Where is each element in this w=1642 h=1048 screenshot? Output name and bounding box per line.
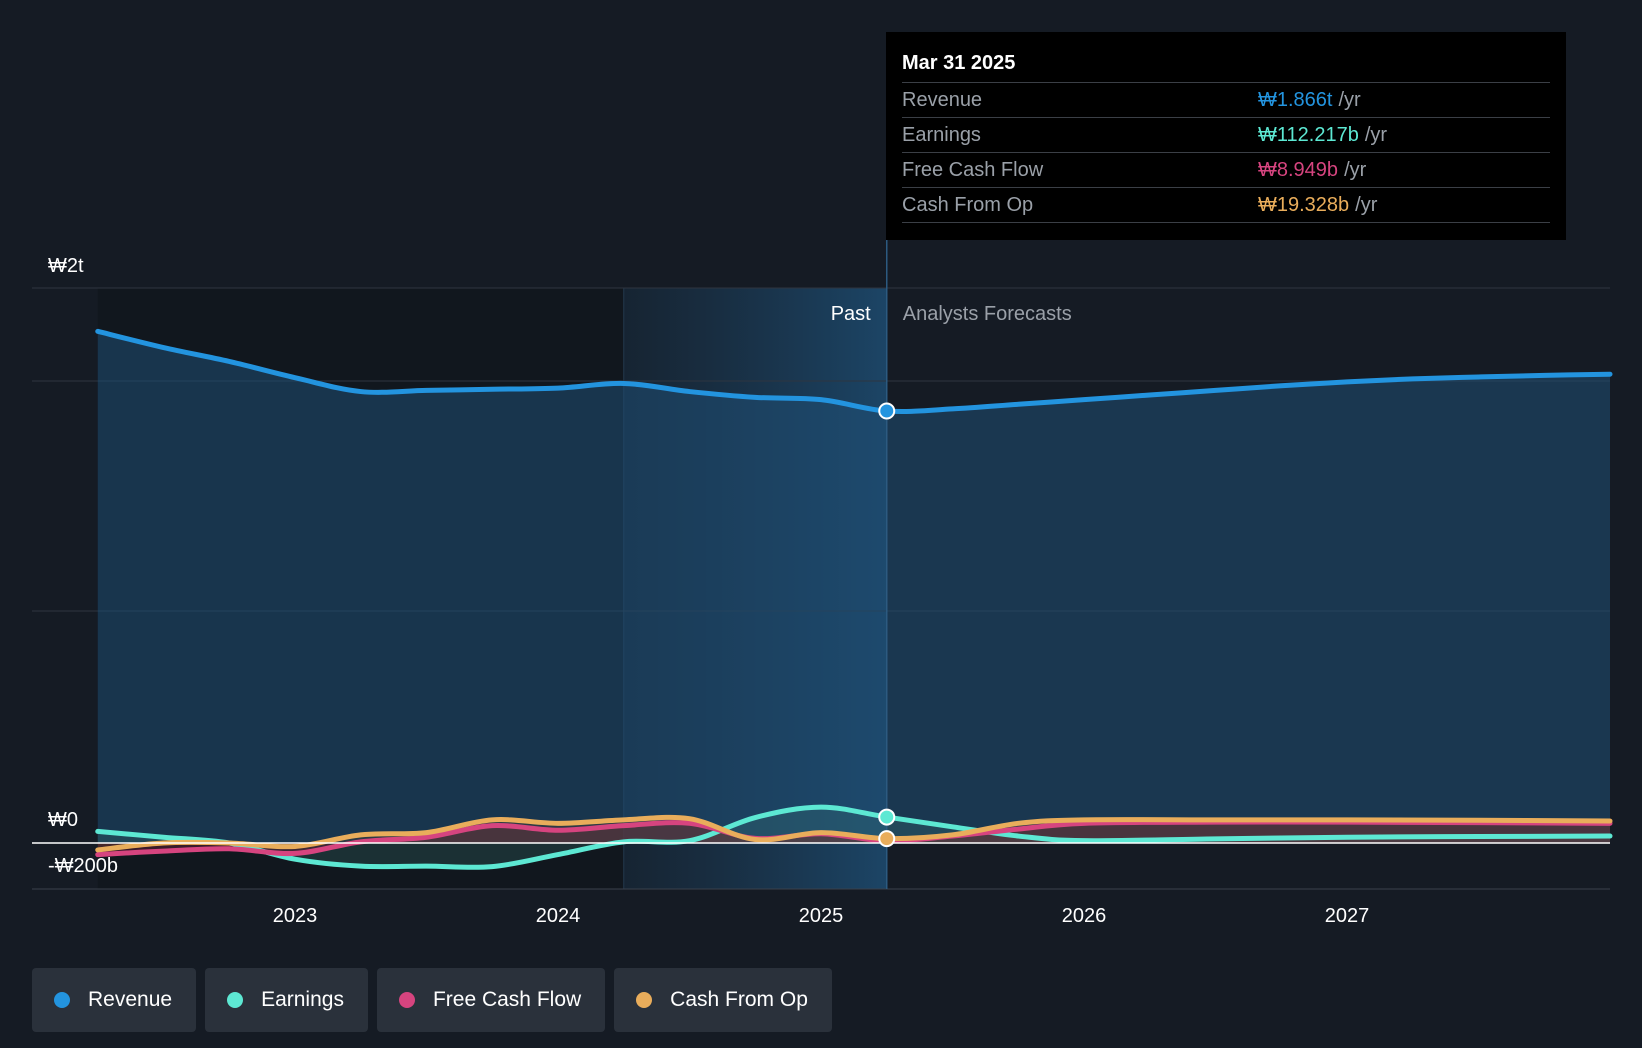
x-tick-label: 2024 xyxy=(536,905,581,927)
forecast-label: Analysts Forecasts xyxy=(903,303,1072,325)
tooltip-row-value: ₩112.217b xyxy=(1258,124,1359,146)
tooltip-row-earnings: Earnings ₩112.217b/yr xyxy=(902,118,1550,153)
point-cash-from-op[interactable] xyxy=(878,830,896,848)
tooltip: Mar 31 2025 Revenue ₩1.866t/yr Earnings ₩11… xyxy=(886,32,1566,240)
x-tick-label: 2027 xyxy=(1325,905,1370,927)
tooltip-row-label: Free Cash Flow xyxy=(902,159,1044,181)
tooltip-row-unit: /yr xyxy=(1344,159,1367,181)
y-tick-label: -₩200b xyxy=(48,855,118,877)
past-label: Past xyxy=(831,303,871,325)
tooltip-row-value: ₩19.328b xyxy=(1258,194,1350,216)
tooltip-row-free-cash-flow: Free Cash Flow ₩8.949b/yr xyxy=(902,153,1550,188)
tooltip-row-value: ₩1.866t xyxy=(1258,89,1333,111)
legend-label: Earnings xyxy=(261,988,344,1011)
tooltip-row-unit: /yr xyxy=(1338,89,1361,111)
tooltip-row-revenue: Revenue ₩1.866t/yr xyxy=(902,83,1550,118)
legend-label: Cash From Op xyxy=(670,988,808,1011)
x-tick-label: 2025 xyxy=(799,905,844,927)
area-revenue xyxy=(97,331,1610,843)
tooltip-row-label: Earnings xyxy=(902,124,981,146)
tooltip-row-label: Cash From Op xyxy=(902,194,1034,216)
legend-item-earnings[interactable]: Earnings xyxy=(205,968,368,1032)
point-earnings[interactable] xyxy=(878,808,896,826)
tooltip-date: Mar 31 2025 xyxy=(902,48,1550,83)
y-tick-label: ₩2t xyxy=(48,255,84,277)
tooltip-row-cash-from-op: Cash From Op ₩19.328b/yr xyxy=(902,188,1550,223)
line-revenue xyxy=(95,328,1613,414)
line-earnings xyxy=(95,804,1613,870)
tooltip-row-label: Revenue xyxy=(902,89,983,111)
tooltip-row-unit: /yr xyxy=(1355,194,1378,216)
legend: Revenue Earnings Free Cash Flow Cash From O… xyxy=(32,968,832,1032)
tooltip-row-unit: /yr xyxy=(1364,124,1388,146)
legend-item-free-cash-flow[interactable]: Free Cash Flow xyxy=(376,968,606,1032)
x-tick-label: 2023 xyxy=(273,905,318,927)
point-revenue[interactable] xyxy=(878,402,896,420)
tooltip-row-value: ₩8.949b xyxy=(1258,159,1339,181)
y-tick-label: ₩0 xyxy=(48,809,78,831)
legend-dot-icon xyxy=(54,992,70,1008)
legend-dot-icon xyxy=(636,992,653,1008)
legend-item-revenue[interactable]: Revenue xyxy=(32,968,197,1032)
legend-dot-icon xyxy=(398,992,415,1008)
x-tick-label: 2026 xyxy=(1062,905,1107,927)
legend-item-cash-from-op[interactable]: Cash From Op xyxy=(614,968,832,1032)
legend-label: Free Cash Flow xyxy=(432,988,582,1011)
legend-label: Revenue xyxy=(88,988,173,1011)
legend-dot-icon xyxy=(227,992,244,1008)
